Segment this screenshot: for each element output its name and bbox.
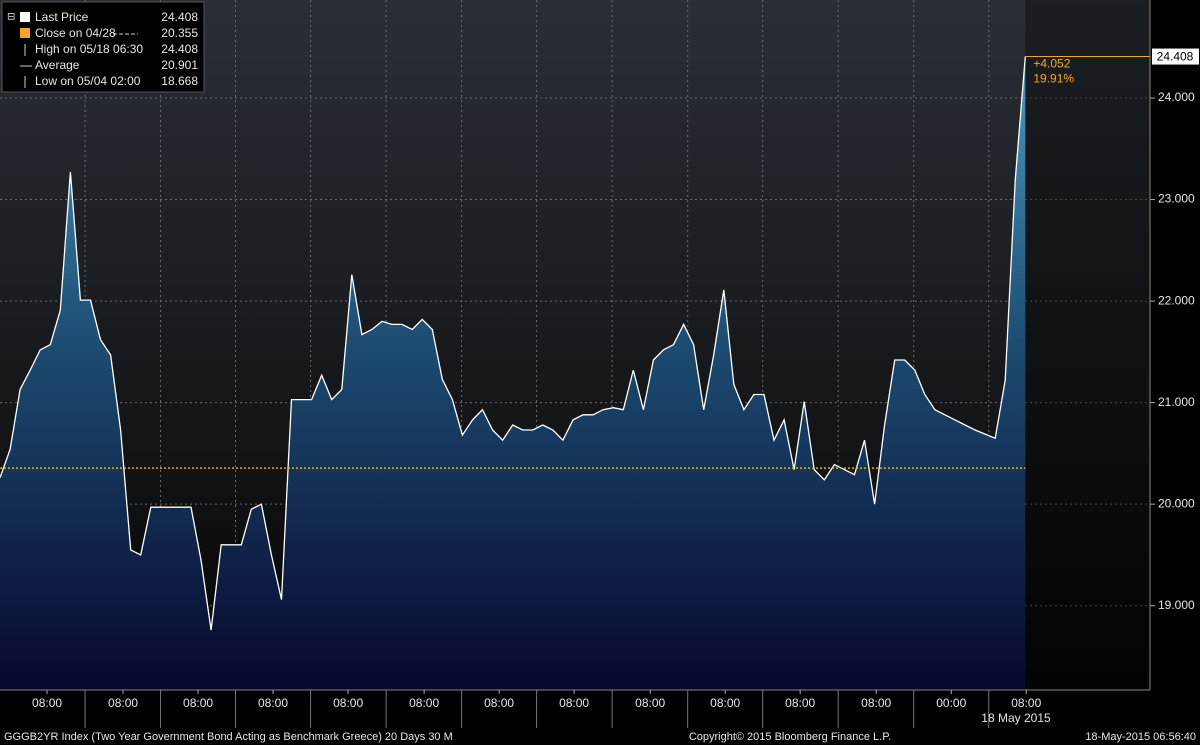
x-tick-label: 08:00 bbox=[333, 696, 363, 710]
legend-box bbox=[1, 1, 205, 93]
legend-label: Close on 04/28 bbox=[35, 26, 116, 40]
y-tick-label: 19.000 bbox=[1158, 598, 1195, 612]
y-axis-background bbox=[1150, 0, 1200, 690]
x-tick-label: 08:00 bbox=[1011, 696, 1041, 710]
x-tick-label: 08:00 bbox=[710, 696, 740, 710]
change-pct-label: 19.91% bbox=[1033, 72, 1074, 86]
legend-value: 24.408 bbox=[161, 42, 198, 56]
legend-value: 20.355 bbox=[161, 26, 198, 40]
y-tick-label: 24.000 bbox=[1158, 90, 1195, 104]
x-tick-label: 08:00 bbox=[484, 696, 514, 710]
legend-label: High on 05/18 06:30 bbox=[35, 42, 143, 56]
last-price-box bbox=[1152, 48, 1199, 65]
legend-icon bbox=[20, 12, 30, 22]
legend: ⊟ Last Price 24.408 Close on 04/28 20.355 Hi… bbox=[1, 1, 205, 93]
legend-value: 24.408 bbox=[161, 10, 198, 24]
copyright: Copyright© 2015 Bloomberg Finance L.P. bbox=[689, 731, 891, 743]
legend-label: Average bbox=[35, 58, 80, 72]
legend-label: Last Price bbox=[35, 10, 89, 24]
x-tick-label: 08:00 bbox=[861, 696, 891, 710]
legend-collapse[interactable]: ⊟ bbox=[7, 12, 15, 23]
x-tick-label: 08:00 bbox=[108, 696, 138, 710]
x-tick-label: 00:00 bbox=[936, 696, 966, 710]
x-sublabel: 18 May 2015 bbox=[981, 711, 1051, 725]
legend-value: 20.901 bbox=[161, 58, 198, 72]
x-tick-label: 08:00 bbox=[785, 696, 815, 710]
timestamp: 18-May-2015 06:56:40 bbox=[1085, 731, 1196, 743]
future-region bbox=[1025, 0, 1150, 690]
x-tick-label: 08:00 bbox=[32, 696, 62, 710]
area-fill bbox=[0, 56, 1026, 691]
legend-label: Low on 05/04 02:00 bbox=[35, 74, 141, 88]
y-tick-label: 21.000 bbox=[1158, 395, 1195, 409]
y-tick-label: 23.000 bbox=[1158, 192, 1195, 206]
legend-icon bbox=[20, 28, 30, 38]
last-price-label: 24.408 bbox=[1157, 50, 1194, 64]
axes: 19.000 20.000 21.000 22.000 23.000 24.000 08:0… bbox=[32, 48, 1199, 728]
x-tick-label: 08:00 bbox=[183, 696, 213, 710]
legend-value: 18.668 bbox=[161, 74, 198, 88]
footer-title: GGGB2YR Index (Two Year Government Bond … bbox=[4, 731, 453, 743]
x-tick-label: 08:00 bbox=[409, 696, 439, 710]
x-tick-label: 08:00 bbox=[635, 696, 665, 710]
x-tick-label: 08:00 bbox=[258, 696, 288, 710]
y-tick-label: 22.000 bbox=[1158, 293, 1195, 307]
x-tick-label: 08:00 bbox=[559, 696, 589, 710]
price-line bbox=[0, 56, 1026, 631]
y-tick-label: 20.000 bbox=[1158, 496, 1195, 510]
change-label: +4.052 bbox=[1033, 57, 1070, 71]
